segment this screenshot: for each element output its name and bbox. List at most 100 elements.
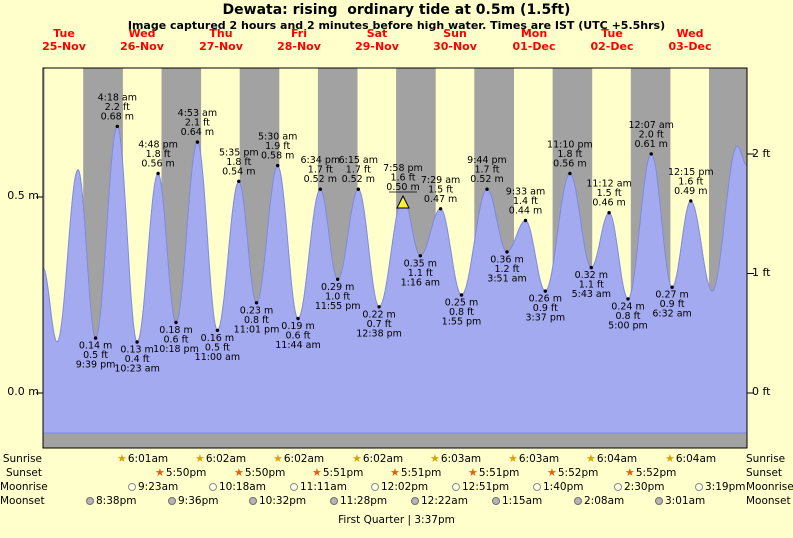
moonset-time-text: 11:28pm — [340, 495, 388, 507]
chart-subtitle: Image captured 2 hours and 2 minutes bef… — [127, 19, 666, 32]
tide-event-label: 12:38 pm — [356, 328, 402, 339]
tide-event-label: 1.0 ft — [325, 291, 350, 302]
moonset-time-text: 8:38pm — [96, 495, 137, 507]
tide-event-label: 0.44 m — [509, 206, 542, 217]
tide-event-label: 0.24 m — [611, 301, 644, 312]
tide-event-label: 1.5 ft — [428, 184, 453, 195]
day-label: Fri 28-Nov — [277, 27, 321, 53]
tide-event-label: 0.61 m — [634, 139, 667, 150]
tide-event-label: 1:55 pm — [442, 317, 482, 328]
tide-event-label: 0.56 m — [553, 159, 586, 170]
sunset-star-icon: ★ — [234, 466, 244, 479]
sunrise-time: ★6:02am — [273, 453, 324, 466]
moonrise-time: 12:51pm — [452, 481, 509, 493]
sunset-time-text: 5:51pm — [322, 467, 364, 479]
tide-event-label: 6:15 am — [339, 155, 378, 166]
moonrise-moon-icon — [371, 483, 379, 491]
sunrise-time-text: 6:02am — [362, 453, 404, 465]
sunrise-star-icon: ★ — [195, 452, 205, 465]
sunset-star-icon: ★ — [468, 466, 478, 479]
day-label: Tue 25-Nov — [42, 27, 86, 53]
moonrise-row-label-right: Moonrise — [746, 481, 793, 493]
tide-event-label: 0.8 ft — [449, 307, 474, 318]
day-label: Wed 03-Dec — [668, 27, 712, 53]
sunset-star-icon: ★ — [390, 466, 400, 479]
tide-event-label: 9:44 pm — [467, 155, 507, 166]
moonrise-time-text: 9:23am — [138, 481, 179, 493]
tide-extreme-dot — [195, 140, 200, 144]
tide-extreme-dot — [670, 285, 674, 289]
tide-extreme-dot — [296, 316, 300, 321]
tide-event-label: 11:01 pm — [234, 324, 280, 335]
tide-extreme-dot — [438, 207, 443, 211]
tide-curve-area — [42, 125, 748, 434]
tide-event-label: 2.2 ft — [105, 102, 130, 113]
moonset-time-text: 9:36pm — [178, 495, 219, 507]
tide-extreme-dot — [93, 336, 98, 340]
moonrise-time-text: 12:51pm — [462, 481, 510, 493]
chart-title: Dewata: rising ordinary tide at 0.5m (1.… — [222, 2, 571, 18]
tide-extreme-dot — [505, 250, 509, 254]
sunset-time: ★5:51pm — [312, 467, 364, 480]
tide-event-label: 0.29 m — [321, 282, 354, 293]
moonset-time: 12:22am — [411, 495, 468, 507]
tide-event-label: 11:10 pm — [547, 140, 593, 151]
tide-event-label: 11:00 am — [195, 352, 240, 363]
tide-event-label: 1:16 am — [401, 277, 440, 288]
moonset-time: 1:15am — [492, 495, 542, 507]
tide-event-label: 0.35 m — [404, 258, 437, 269]
sunrise-time: ★6:03am — [508, 453, 560, 466]
tide-extreme-dot — [485, 187, 489, 191]
day-label: Sun 30-Nov — [433, 27, 477, 53]
moonset-time-text: 10:32pm — [259, 495, 307, 507]
day-label: Mon 01-Dec — [512, 27, 556, 53]
tide-event-label: 1.8 ft — [557, 149, 582, 160]
tide-extreme-dot — [237, 179, 241, 183]
sunrise-time: ★6:02am — [195, 452, 246, 466]
tide-event-label: 0.5 ft — [205, 342, 230, 353]
tide-event-label: 0.9 ft — [533, 303, 558, 314]
moonrise-time: 11:11am — [290, 481, 347, 493]
moon-phase-label: First Quarter | 3:37pm — [338, 514, 455, 526]
tide-event-label: 0.23 m — [240, 305, 273, 316]
tide-event-label: 4:18 am — [98, 92, 137, 103]
tide-event-label: 0.22 m — [362, 309, 395, 320]
tide-event-label: 5:35 pm — [219, 147, 259, 158]
tide-event-label: 0.6 ft — [285, 331, 310, 342]
moonset-time-text: 12:22am — [421, 495, 468, 507]
y-axis-label-0-5m: 0.5 m — [7, 189, 39, 202]
tide-event-label: 0.52 m — [342, 174, 375, 185]
tide-extreme-dot — [568, 171, 572, 176]
tide-event-label: 0.54 m — [222, 166, 255, 177]
tide-event-label: 0.68 m — [101, 111, 134, 122]
moonset-time-text: 1:15am — [502, 495, 543, 507]
sunrise-time-text: 6:03am — [518, 453, 560, 465]
tide-extreme-dot — [523, 218, 528, 223]
tide-event-label: 0.58 m — [261, 151, 294, 162]
moonset-time: 3:01am — [655, 495, 705, 507]
tide-event-label: 0.47 m — [424, 194, 457, 205]
tide-extreme-dot — [156, 171, 160, 176]
tide-event-label: 3:51 am — [487, 273, 526, 284]
sunset-time-text: 5:50pm — [244, 467, 286, 479]
moonrise-row-label-left: Moonrise — [0, 481, 48, 493]
moonrise-moon-icon — [695, 483, 703, 491]
tide-event-label: 1.4 ft — [513, 196, 538, 207]
y-axis-label-2ft: 2 ft — [752, 147, 771, 160]
tide-extreme-dot — [543, 289, 547, 293]
tide-event-label: 0.27 m — [655, 290, 688, 301]
sunrise-time-text: 6:04am — [675, 453, 717, 465]
tide-event-label: 0.9 ft — [660, 299, 685, 310]
moonrise-time-text: 2:30pm — [624, 481, 665, 493]
day-label: Wed 26-Nov — [120, 27, 164, 53]
tide-event-label: 0.56 m — [141, 159, 174, 170]
moonset-moon-icon — [86, 497, 94, 505]
moonset-moon-icon — [249, 497, 257, 505]
sunset-row-label-left: Sunset — [5, 467, 42, 479]
sunset-star-icon: ★ — [155, 466, 165, 479]
day-label: Thu 27-Nov — [199, 27, 243, 53]
tide-event-label: 1.1 ft — [408, 268, 433, 279]
tide-event-label: 1.9 ft — [265, 141, 290, 152]
sunset-time-text: 5:52pm — [557, 467, 599, 479]
